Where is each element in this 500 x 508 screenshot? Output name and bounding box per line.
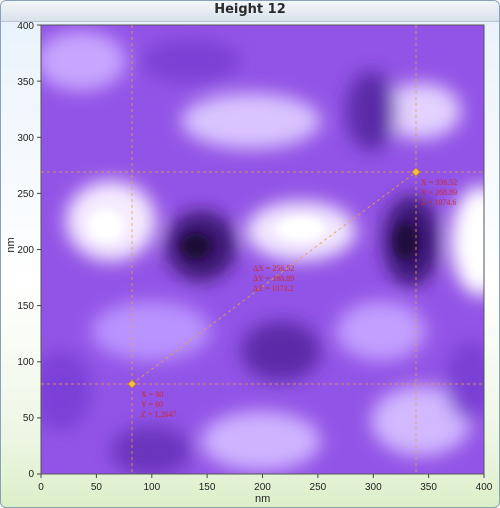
x-tick-label: 250 — [310, 482, 327, 493]
cursor-a-z: Z = 1.2647 — [141, 410, 176, 419]
delta-z: ΔZ = 1073.2 — [253, 284, 294, 293]
cursor-b-z: Z = 1074.6 — [421, 198, 456, 207]
cursor-b-marker[interactable] — [411, 167, 421, 177]
y-tick-label: 300 — [17, 133, 34, 144]
y-tick-label: 50 — [23, 413, 35, 424]
y-axis: 0 50 100 150 200 250 300 350 400 — [17, 21, 41, 480]
cursor-a-x: X = 80 — [141, 390, 163, 399]
title-bar: Height 12 — [1, 1, 499, 22]
window-title: Height 12 — [214, 2, 286, 17]
delta-y: ΔY = 188.89 — [253, 274, 294, 283]
cursor-b-x: X = 336.52 — [421, 178, 457, 187]
y-tick-label: 200 — [17, 245, 34, 256]
annotations: X = 336.52 Y = 268.89 Z = 1074.6 ΔX = 25… — [141, 178, 457, 419]
y-tick-label: 100 — [17, 357, 34, 368]
cursor-a-y: Y = 80 — [141, 400, 163, 409]
measure-line — [131, 171, 417, 385]
cursor-a-marker[interactable] — [127, 379, 137, 389]
y-tick-label: 150 — [17, 301, 34, 312]
y-tick-label: 0 — [28, 469, 34, 480]
x-tick-label: 300 — [365, 482, 382, 493]
height-map-surface — [41, 25, 484, 474]
x-tick-label: 200 — [254, 482, 271, 493]
x-axis: 0 50 100 150 200 250 300 350 400 — [38, 474, 493, 493]
y-tick-label: 350 — [17, 77, 34, 88]
x-tick-label: 350 — [420, 482, 437, 493]
delta-x: ΔX = 256.52 — [253, 264, 294, 273]
x-tick-label: 50 — [91, 482, 103, 493]
x-tick-label: 100 — [143, 482, 160, 493]
x-axis-label: nm — [255, 493, 271, 505]
y-tick-label: 400 — [17, 21, 34, 32]
x-tick-label: 400 — [476, 482, 493, 493]
x-tick-label: 150 — [199, 482, 216, 493]
cursor-lines — [41, 25, 484, 474]
y-axis-label: nm — [5, 237, 17, 253]
x-tick-label: 0 — [38, 482, 44, 493]
cursor-b-y: Y = 268.89 — [421, 188, 457, 197]
y-tick-label: 250 — [17, 189, 34, 200]
